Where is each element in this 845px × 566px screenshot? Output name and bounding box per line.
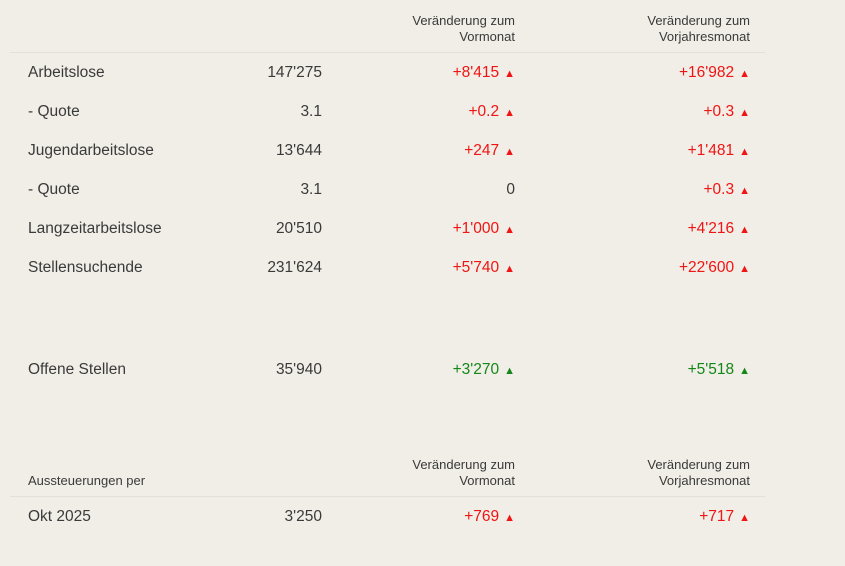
header-line: Vorjahresmonat xyxy=(658,473,750,488)
change-vs-prev-month: +8'415 ▲ xyxy=(322,64,515,82)
change-value: +1'481 xyxy=(687,141,735,159)
row-label: - Quote xyxy=(28,180,80,198)
header-change-prev-month: Veränderung zum Vormonat xyxy=(322,457,515,489)
up-triangle-icon: ▲ xyxy=(504,262,515,275)
up-triangle-icon: ▲ xyxy=(739,106,750,119)
table-row-quote: - Quote 3.1 +0.2 ▲ +0.3 ▲ xyxy=(10,92,765,131)
change-value: +3'270 xyxy=(452,360,500,378)
change-value: +4'216 xyxy=(687,219,735,237)
change-vs-prev-year: +4'216 ▲ xyxy=(515,220,750,238)
up-triangle-icon: ▲ xyxy=(739,184,750,197)
change-value: +8'415 xyxy=(452,63,500,81)
change-value: +717 xyxy=(699,507,735,525)
change-vs-prev-month: +3'270 ▲ xyxy=(322,361,515,379)
up-triangle-icon: ▲ xyxy=(739,511,750,524)
change-value: 0 xyxy=(506,180,515,198)
up-triangle-icon: ▲ xyxy=(504,223,515,236)
change-value: +5'740 xyxy=(452,258,500,276)
change-vs-prev-year: +5'518 ▲ xyxy=(515,361,750,379)
change-vs-prev-month: +0.2 ▲ xyxy=(322,102,516,121)
table-row-quote: - Quote 3.1 0 +0.3 ▲ xyxy=(10,170,765,209)
up-triangle-icon: ▲ xyxy=(739,364,750,377)
row-value: 13'644 xyxy=(275,141,322,159)
change-vs-prev-month: +5'740 ▲ xyxy=(322,259,515,277)
change-value: +0.3 xyxy=(703,180,735,198)
header-aussteuerungen-label: Aussteuerungen per xyxy=(28,473,146,488)
change-value: +1'000 xyxy=(452,219,500,237)
header-line: Vormonat xyxy=(459,29,515,44)
row-value: 231'624 xyxy=(267,258,322,276)
header-line: Vorjahresmonat xyxy=(658,29,750,44)
change-vs-prev-year: +1'481 ▲ xyxy=(515,142,750,160)
row-label: Jugendarbeitslose xyxy=(28,141,154,159)
header-line: Veränderung zum xyxy=(647,457,750,472)
change-value: +16'982 xyxy=(678,63,735,81)
table-row-langzeitarbeitslose: Langzeitarbeitslose 20'510 +1'000 ▲ +4'21… xyxy=(10,209,765,248)
row-label: Langzeitarbeitslose xyxy=(28,219,162,237)
change-vs-prev-month: +1'000 ▲ xyxy=(322,220,515,238)
table-row-arbeitslose: Arbeitslose 147'275 +8'415 ▲ +16'982 ▲ xyxy=(10,53,765,92)
change-vs-prev-year: +22'600 ▲ xyxy=(515,259,750,277)
header-change-prev-month: Veränderung zum Vormonat xyxy=(322,13,515,45)
change-vs-prev-month: +247 ▲ xyxy=(322,142,515,160)
change-vs-prev-year: +717 ▲ xyxy=(515,508,750,526)
header-change-prev-year: Veränderung zum Vorjahresmonat xyxy=(515,457,750,489)
up-triangle-icon: ▲ xyxy=(739,262,750,275)
change-value: +247 xyxy=(464,141,500,159)
row-value: 3.1 xyxy=(300,102,322,120)
row-label: Stellensuchende xyxy=(28,258,143,276)
change-vs-prev-year: +16'982 ▲ xyxy=(515,64,750,82)
change-value: +22'600 xyxy=(678,258,735,276)
section-gap xyxy=(10,287,765,350)
row-value: 147'275 xyxy=(267,63,322,81)
row-value: 35'940 xyxy=(275,360,322,378)
change-vs-prev-month: 0 xyxy=(322,181,515,199)
up-triangle-icon: ▲ xyxy=(504,106,515,119)
header-line: Veränderung zum xyxy=(412,457,515,472)
up-triangle-icon: ▲ xyxy=(739,223,750,236)
change-value: +0.2 xyxy=(468,102,500,120)
row-value: 3.1 xyxy=(300,180,322,198)
table-row-jugendarbeitslose: Jugendarbeitslose 13'644 +247 ▲ +1'481 ▲ xyxy=(10,131,765,170)
header-line: Veränderung zum xyxy=(412,13,515,28)
stats-report: Veränderung zum Vormonat Veränderung zum… xyxy=(10,0,765,536)
row-value: 3'250 xyxy=(284,507,322,525)
aussteuerungen-table-header: Aussteuerungen per Veränderung zum Vormo… xyxy=(10,389,765,497)
table-row-stellensuchende: Stellensuchende 231'624 +5'740 ▲ +22'600 ▲ xyxy=(10,248,765,287)
row-value: 20'510 xyxy=(275,219,322,237)
row-label: Offene Stellen xyxy=(28,360,126,378)
header-line: Veränderung zum xyxy=(647,13,750,28)
table-row-offene-stellen: Offene Stellen 35'940 +3'270 ▲ +5'518 ▲ xyxy=(10,350,765,389)
up-triangle-icon: ▲ xyxy=(504,67,515,80)
change-value: +0.3 xyxy=(703,102,735,120)
header-change-prev-year: Veränderung zum Vorjahresmonat xyxy=(515,13,750,45)
change-vs-prev-year: +0.3 ▲ xyxy=(515,180,751,199)
change-value: +5'518 xyxy=(687,360,735,378)
change-vs-prev-month: +769 ▲ xyxy=(322,508,515,526)
row-label: Okt 2025 xyxy=(28,507,91,525)
change-value: +769 xyxy=(464,507,500,525)
row-label: - Quote xyxy=(28,102,80,120)
up-triangle-icon: ▲ xyxy=(504,364,515,377)
row-label: Arbeitslose xyxy=(28,63,105,81)
table-row-okt-2025: Okt 2025 3'250 +769 ▲ +717 ▲ xyxy=(10,497,765,536)
change-vs-prev-year: +0.3 ▲ xyxy=(515,102,751,121)
up-triangle-icon: ▲ xyxy=(739,67,750,80)
up-triangle-icon: ▲ xyxy=(504,511,515,524)
header-line: Vormonat xyxy=(459,473,515,488)
up-triangle-icon: ▲ xyxy=(504,145,515,158)
main-table-header: Veränderung zum Vormonat Veränderung zum… xyxy=(10,0,765,53)
up-triangle-icon: ▲ xyxy=(739,145,750,158)
